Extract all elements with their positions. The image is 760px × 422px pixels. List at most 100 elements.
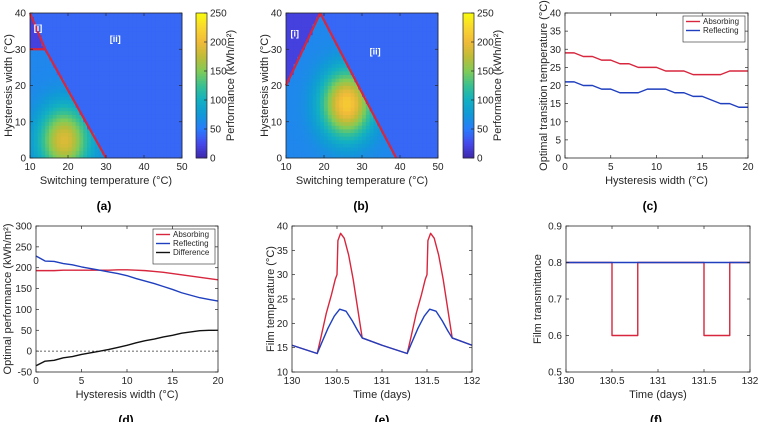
heatmap-cell bbox=[411, 85, 416, 90]
heatmap-cell bbox=[87, 13, 92, 18]
heatmap-cell bbox=[327, 110, 332, 115]
heatmap-cell bbox=[434, 129, 439, 134]
heatmap-cell bbox=[52, 143, 57, 148]
heatmap-cell bbox=[113, 92, 118, 97]
heatmap-cell bbox=[400, 45, 405, 50]
heatmap-cell bbox=[320, 139, 325, 144]
heatmap-cell bbox=[90, 129, 95, 134]
heatmap-cell bbox=[411, 132, 416, 137]
heatmap-cell bbox=[52, 125, 57, 130]
heatmap-cell bbox=[94, 110, 99, 115]
heatmap-cell bbox=[170, 103, 175, 108]
heatmap-cell bbox=[308, 118, 313, 123]
heatmap-cell bbox=[434, 136, 439, 141]
heatmap-cell bbox=[354, 100, 359, 105]
heatmap-cell bbox=[403, 13, 408, 18]
heatmap-cell bbox=[320, 49, 325, 54]
heatmap-cell bbox=[335, 13, 340, 18]
heatmap-cell bbox=[403, 34, 408, 39]
heatmap-cell bbox=[308, 96, 313, 101]
heatmap-cell bbox=[362, 89, 367, 94]
heatmap-cell bbox=[362, 27, 367, 32]
heatmap-cell bbox=[331, 49, 336, 54]
heatmap-cell bbox=[392, 114, 397, 119]
heatmap-cell bbox=[403, 52, 408, 57]
heatmap-cell bbox=[132, 92, 137, 97]
heatmap-cell bbox=[400, 118, 405, 123]
heatmap-cell bbox=[60, 103, 65, 108]
heatmap-cell bbox=[316, 74, 321, 79]
colorbar-segment bbox=[463, 27, 474, 31]
heatmap-cell bbox=[422, 31, 427, 36]
heatmap-cell bbox=[132, 150, 137, 155]
heatmap-cell bbox=[346, 121, 351, 126]
heatmap-cell bbox=[293, 13, 298, 18]
heatmap-cell bbox=[430, 16, 435, 21]
x-tick-label: 50 bbox=[176, 162, 188, 173]
heatmap-cell bbox=[308, 20, 313, 25]
heatmap-cell bbox=[109, 16, 114, 21]
heatmap-cell bbox=[159, 129, 164, 134]
heatmap-cell bbox=[159, 13, 164, 18]
heatmap-cell bbox=[75, 85, 80, 90]
heatmap-cell bbox=[37, 139, 42, 144]
heatmap-cell bbox=[346, 60, 351, 65]
heatmap-cell bbox=[324, 154, 329, 159]
heatmap-cell bbox=[102, 45, 107, 50]
heatmap-cell bbox=[320, 89, 325, 94]
heatmap-cell bbox=[426, 114, 431, 119]
heatmap-cell bbox=[293, 100, 298, 105]
heatmap-cell bbox=[324, 125, 329, 130]
heatmap-cell bbox=[79, 45, 84, 50]
heatmap-cell bbox=[113, 60, 118, 65]
heatmap-cell bbox=[293, 129, 298, 134]
heatmap-cell bbox=[121, 92, 126, 97]
heatmap-cell bbox=[426, 13, 431, 18]
heatmap-cell bbox=[71, 71, 76, 76]
heatmap-cell bbox=[419, 20, 424, 25]
heatmap-cell bbox=[144, 147, 149, 152]
heatmap-cell bbox=[170, 114, 175, 119]
heatmap-cell bbox=[52, 147, 57, 152]
colorbar-segment bbox=[463, 58, 474, 62]
heatmap-cell bbox=[125, 20, 130, 25]
heatmap-cell bbox=[327, 78, 332, 83]
heatmap-cell bbox=[293, 150, 298, 155]
heatmap-cell bbox=[381, 136, 386, 141]
heatmap-cell bbox=[434, 67, 439, 72]
heatmap-cell bbox=[411, 38, 416, 43]
heatmap-cell bbox=[159, 114, 164, 119]
heatmap-cell bbox=[41, 31, 46, 36]
heatmap-cell bbox=[308, 27, 313, 32]
heatmap-cell bbox=[312, 16, 317, 21]
heatmap-cell bbox=[343, 71, 348, 76]
heatmap-cell bbox=[155, 31, 160, 36]
heatmap-cell bbox=[140, 118, 145, 123]
heatmap-cell bbox=[166, 81, 171, 86]
heatmap-cell bbox=[170, 143, 175, 148]
heatmap-cell bbox=[339, 121, 344, 126]
colorbar-tick-label: 250 bbox=[477, 9, 494, 20]
heatmap-cell bbox=[30, 63, 35, 68]
heatmap-cell bbox=[400, 74, 405, 79]
heatmap-cell bbox=[301, 27, 306, 32]
heatmap-cell bbox=[49, 100, 54, 105]
colorbar-segment bbox=[196, 85, 207, 89]
heatmap-cell bbox=[170, 45, 175, 50]
heatmap-cell bbox=[98, 121, 103, 126]
heatmap-cell bbox=[305, 107, 310, 112]
heatmap-cell bbox=[308, 23, 313, 28]
heatmap-cell bbox=[411, 60, 416, 65]
heatmap-cell bbox=[128, 27, 133, 32]
heatmap-cell bbox=[75, 150, 80, 155]
heatmap-cell bbox=[49, 125, 54, 130]
heatmap-cell bbox=[106, 92, 111, 97]
heatmap-cell bbox=[331, 23, 336, 28]
heatmap-cell bbox=[388, 56, 393, 61]
heatmap-cell bbox=[346, 81, 351, 86]
heatmap-cell bbox=[362, 34, 367, 39]
y-tick-label: 40 bbox=[271, 9, 283, 20]
heatmap-cell bbox=[90, 81, 95, 86]
heatmap-cell bbox=[407, 143, 412, 148]
heatmap-cell bbox=[49, 121, 54, 126]
